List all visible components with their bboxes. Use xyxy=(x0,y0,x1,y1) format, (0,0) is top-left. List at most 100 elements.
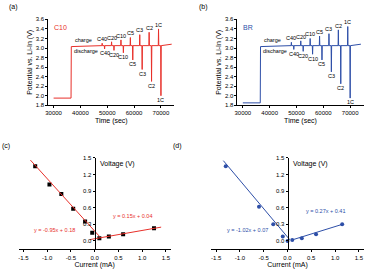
svg-text:-1.5: -1.5 xyxy=(211,255,222,261)
svg-text:C10: C10 xyxy=(308,56,318,62)
svg-text:0.9: 0.9 xyxy=(276,188,285,194)
svg-text:discharge: discharge xyxy=(74,48,98,54)
svg-text:C40: C40 xyxy=(286,35,296,41)
svg-text:C10: C10 xyxy=(116,33,126,39)
svg-text:C20: C20 xyxy=(109,52,119,58)
svg-text:50000: 50000 xyxy=(288,110,305,116)
svg-text:1C: 1C xyxy=(155,22,162,28)
svg-text:2.2: 2.2 xyxy=(225,83,234,89)
svg-text:y = 0.27x + 0.41: y = 0.27x + 0.41 xyxy=(306,208,345,214)
svg-text:-1.0: -1.0 xyxy=(235,255,246,261)
svg-text:C20: C20 xyxy=(296,34,306,40)
svg-text:1.8: 1.8 xyxy=(225,102,234,108)
svg-text:1.5: 1.5 xyxy=(83,155,92,161)
svg-text:30000: 30000 xyxy=(45,110,62,116)
svg-text:70000: 70000 xyxy=(342,110,359,116)
svg-text:C2: C2 xyxy=(148,83,155,89)
svg-text:60000: 60000 xyxy=(315,110,332,116)
svg-text:C5: C5 xyxy=(127,30,134,36)
svg-text:0.0: 0.0 xyxy=(283,255,292,261)
svg-text:(a): (a) xyxy=(9,3,18,11)
svg-text:C3: C3 xyxy=(325,26,332,32)
svg-text:C10: C10 xyxy=(54,24,67,31)
svg-text:1.2: 1.2 xyxy=(83,172,92,178)
svg-text:1.2: 1.2 xyxy=(276,172,285,178)
svg-text:3.0: 3.0 xyxy=(36,45,45,51)
svg-text:0.0: 0.0 xyxy=(90,255,99,261)
svg-text:C10: C10 xyxy=(305,31,315,37)
svg-text:C20: C20 xyxy=(107,35,117,41)
svg-text:C10: C10 xyxy=(118,54,128,60)
svg-text:3.6: 3.6 xyxy=(225,16,234,22)
svg-text:1.5: 1.5 xyxy=(162,255,171,261)
svg-text:-0.5: -0.5 xyxy=(66,255,77,261)
svg-text:-1.0: -1.0 xyxy=(42,255,53,261)
svg-text:BR: BR xyxy=(243,24,253,31)
svg-text:0.5: 0.5 xyxy=(307,255,316,261)
svg-text:40000: 40000 xyxy=(72,110,89,116)
svg-text:1.5: 1.5 xyxy=(355,255,364,261)
svg-text:2.4: 2.4 xyxy=(225,74,234,80)
svg-text:y = 0.15x + 0.04: y = 0.15x + 0.04 xyxy=(113,213,152,219)
svg-text:Time (sec): Time (sec) xyxy=(95,117,128,125)
svg-text:Time (sec): Time (sec) xyxy=(284,117,317,125)
svg-text:30000: 30000 xyxy=(234,110,251,116)
svg-text:3.2: 3.2 xyxy=(36,36,45,42)
svg-text:3.4: 3.4 xyxy=(36,26,45,32)
svg-text:0.5: 0.5 xyxy=(114,255,123,261)
svg-text:y = -0.95x + 0.18: y = -0.95x + 0.18 xyxy=(34,227,75,233)
svg-text:1.5: 1.5 xyxy=(276,155,285,161)
svg-text:40000: 40000 xyxy=(261,110,278,116)
svg-text:3.2: 3.2 xyxy=(225,36,234,42)
svg-text:Current (mA): Current (mA) xyxy=(267,261,307,269)
svg-text:Potential vs. Li-In (V): Potential vs. Li-In (V) xyxy=(215,30,223,95)
svg-text:C5: C5 xyxy=(129,61,136,67)
svg-text:60000: 60000 xyxy=(126,110,143,116)
svg-text:C3: C3 xyxy=(139,71,146,77)
svg-text:C5: C5 xyxy=(318,61,325,67)
svg-text:2.0: 2.0 xyxy=(36,93,45,99)
svg-text:C2: C2 xyxy=(335,23,342,29)
svg-text:C40: C40 xyxy=(100,50,110,56)
svg-text:charge: charge xyxy=(75,37,92,43)
svg-text:3.6: 3.6 xyxy=(36,16,45,22)
svg-text:C20: C20 xyxy=(298,53,308,59)
svg-text:(c): (c) xyxy=(2,142,10,150)
svg-text:y = -1.02x + 0.07: y = -1.02x + 0.07 xyxy=(227,227,268,233)
svg-text:1C: 1C xyxy=(347,99,354,105)
svg-text:C3: C3 xyxy=(328,73,335,79)
svg-text:-1.5: -1.5 xyxy=(18,255,29,261)
svg-text:0.3: 0.3 xyxy=(83,221,92,227)
svg-text:2.6: 2.6 xyxy=(225,64,234,70)
svg-text:50000: 50000 xyxy=(99,110,116,116)
svg-text:0.6: 0.6 xyxy=(276,205,285,211)
svg-text:C40: C40 xyxy=(289,51,299,57)
svg-text:-0.5: -0.5 xyxy=(259,255,270,261)
svg-text:0.6: 0.6 xyxy=(83,205,92,211)
svg-text:Current (mA): Current (mA) xyxy=(74,261,114,269)
svg-text:2.4: 2.4 xyxy=(36,74,45,80)
svg-text:2.8: 2.8 xyxy=(225,55,234,61)
svg-text:0.9: 0.9 xyxy=(83,188,92,194)
svg-text:1C: 1C xyxy=(157,97,164,103)
svg-text:1.0: 1.0 xyxy=(331,255,340,261)
svg-text:2.0: 2.0 xyxy=(225,93,234,99)
svg-text:2.8: 2.8 xyxy=(36,55,45,61)
svg-text:C2: C2 xyxy=(146,25,153,31)
svg-text:0.3: 0.3 xyxy=(276,221,285,227)
svg-text:C3: C3 xyxy=(136,27,143,33)
svg-text:(d): (d) xyxy=(173,142,182,150)
svg-text:1.0: 1.0 xyxy=(138,255,147,261)
svg-text:2.2: 2.2 xyxy=(36,83,45,89)
svg-text:1.8: 1.8 xyxy=(36,102,45,108)
svg-text:Potential vs. Li-In (V): Potential vs. Li-In (V) xyxy=(26,30,34,95)
svg-text:2.6: 2.6 xyxy=(36,64,45,70)
svg-text:1C: 1C xyxy=(344,19,351,25)
svg-text:discharge: discharge xyxy=(263,48,287,54)
svg-text:C5: C5 xyxy=(316,29,323,35)
svg-text:Voltage (V): Voltage (V) xyxy=(100,160,135,168)
svg-text:Voltage (V): Voltage (V) xyxy=(293,160,328,168)
svg-text:3.4: 3.4 xyxy=(225,26,234,32)
svg-text:charge: charge xyxy=(264,37,281,43)
svg-text:C40: C40 xyxy=(97,36,107,42)
